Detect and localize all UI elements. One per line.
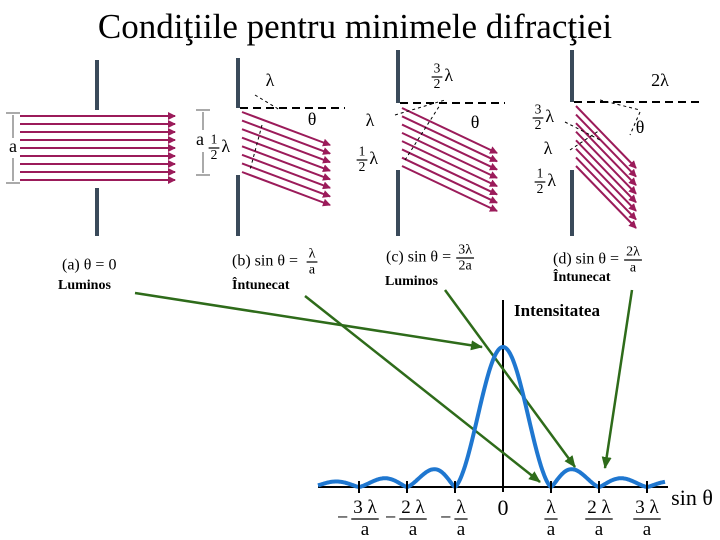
ray [575,122,637,186]
result-label: Luminos [58,278,111,293]
x-tick-sign: − [440,507,451,529]
ray [575,131,637,195]
x-tick-num: 2 λ [587,497,611,518]
x-tick-num: 2 λ [401,497,425,518]
annotation-num: 1 [211,132,218,147]
annotation: θ [308,109,317,129]
ray [401,140,498,188]
annotation-den: 2 [359,159,366,174]
x-tick-den: a [595,519,604,540]
drawing [6,50,700,492]
ray [241,145,331,181]
annotation-symbol: λ [221,136,230,156]
result-label: Luminos [385,274,438,289]
annotation-den: 2 [535,117,542,132]
ray [575,165,637,229]
annotation-den: 2 [211,147,218,162]
ray [575,156,637,221]
ray [575,139,637,204]
annotation: λ [266,70,275,90]
ray [575,113,637,178]
x-tick-num: 3 λ [635,497,659,518]
caption: (a) θ = 0 [62,257,116,274]
guide [564,121,601,141]
caption: (c) sin θ = [386,249,451,266]
ray [241,136,331,173]
y-axis-label: Intensitatea [514,301,600,320]
caption: (b) sin θ = [232,253,298,270]
annotation-symbol: λ [547,170,556,190]
x-tick: 0 [498,495,509,520]
x-axis-label: sin θ [671,485,713,510]
annotation: θ [471,112,480,132]
ray [401,123,498,171]
guide [569,129,601,151]
x-tick-num: 3 λ [353,497,377,518]
caption-fraction-den: 2a [459,259,473,274]
guide [404,104,441,161]
x-tick-num: λ [456,497,466,518]
annotation: 2λ [651,70,669,90]
intensity-curve [317,344,666,490]
annotation-symbol: λ [444,65,453,85]
annotation-num: 1 [359,144,366,159]
annotation-den: 2 [537,181,544,196]
ray [401,131,498,179]
annotation: a [9,136,17,156]
x-tick-den: a [409,519,418,540]
title: Condiţiile pentru minimele difracţiei [98,7,612,46]
ray [401,165,498,212]
ray [575,105,637,169]
caption-fraction-num: 3λ [458,243,472,258]
ray [241,128,331,164]
guide [599,99,641,111]
annotation-num: 3 [434,61,441,76]
ray [241,171,331,207]
annotation-symbol: λ [369,148,378,168]
ray [241,111,331,147]
x-tick-den: a [457,519,466,540]
ray [575,148,637,212]
result-label: Întunecat [553,268,611,285]
ray [401,107,498,154]
annotation-num: 1 [537,166,544,181]
annotation-num: 3 [535,102,542,117]
annotation: θ [636,117,645,137]
annotation-den: 2 [434,76,441,91]
ray [401,115,498,163]
guide [254,94,281,111]
x-tick-num: λ [546,497,556,518]
ray [241,162,331,198]
guide [394,99,446,116]
caption-fraction-den: a [630,261,637,276]
ray [401,148,498,196]
guide [249,124,263,171]
x-tick-den: a [643,519,652,540]
annotation: λ [366,110,375,130]
x-tick-den: a [547,519,556,540]
ray [241,119,331,155]
x-tick-den: a [361,519,370,540]
caption-fraction-den: a [309,263,316,278]
x-tick-sign: − [385,507,396,529]
x-tick-sign: − [337,507,348,529]
ray [401,156,498,204]
annotation: λ [544,138,553,158]
result-label: Întunecat [232,276,290,293]
annotation: a [196,129,204,149]
caption: (d) sin θ = [553,251,619,268]
ray [241,153,331,190]
guide [629,111,641,136]
caption-fraction-num: λ [309,247,316,262]
caption-fraction-num: 2λ [626,245,640,260]
annotation-symbol: λ [545,106,554,126]
